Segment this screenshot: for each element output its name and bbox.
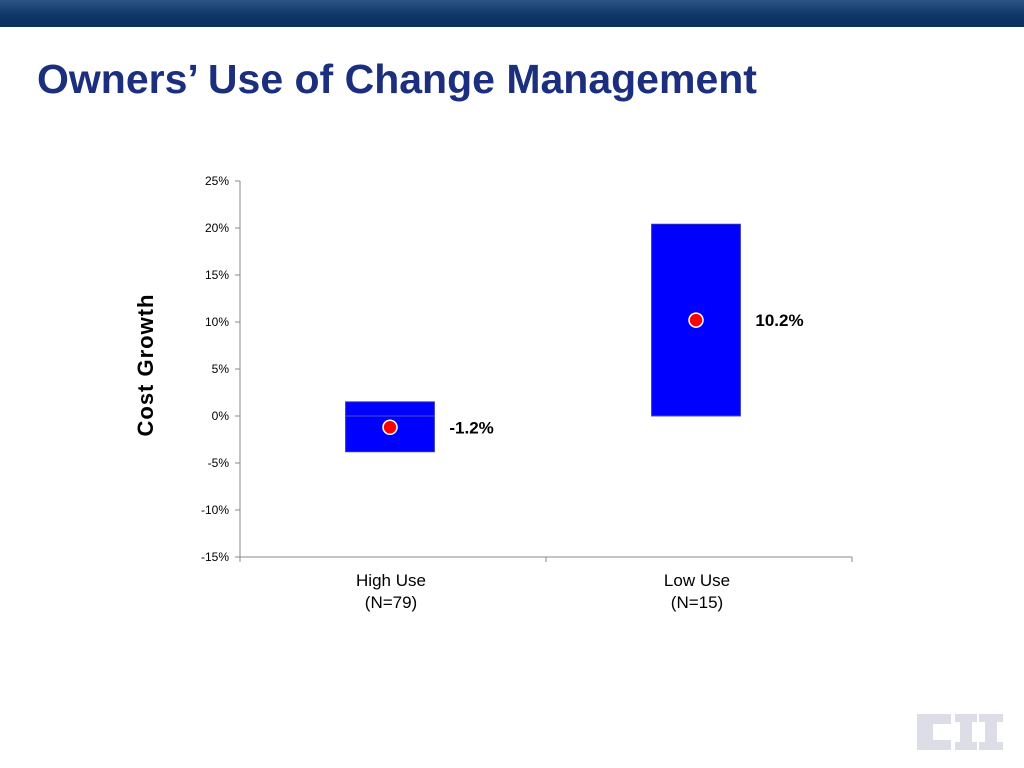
y-axis-title: Cost Growth bbox=[133, 294, 158, 437]
y-tick-label: 15% bbox=[205, 268, 229, 282]
x-category-count: (N=15) bbox=[671, 593, 723, 612]
y-tick-label: 5% bbox=[212, 362, 230, 376]
y-tick-label: 20% bbox=[205, 221, 229, 235]
y-tick-label: -10% bbox=[201, 503, 229, 517]
y-tick-label: -15% bbox=[201, 550, 229, 564]
data-label: 10.2% bbox=[755, 311, 803, 330]
y-tick-label: 10% bbox=[205, 315, 229, 329]
chart-axes: -15% -10% -5% 0% 5% 10% 15% 20% 25% High Use (N=79… bbox=[201, 174, 853, 612]
mean-point bbox=[382, 419, 398, 436]
x-category-count: (N=79) bbox=[365, 593, 417, 612]
slide-title: Owners’ Use of Change Management bbox=[37, 56, 757, 102]
chart-marks: -1.2% 10.2% bbox=[345, 223, 804, 453]
y-tick-label: 25% bbox=[205, 174, 229, 188]
y-tick-label: -5% bbox=[208, 456, 230, 470]
y-tick-label: 0% bbox=[212, 409, 230, 423]
cii-logo bbox=[917, 714, 1003, 750]
mean-point bbox=[688, 312, 704, 328]
top-banner bbox=[0, 0, 1024, 27]
x-category-label: Low Use bbox=[664, 571, 730, 590]
data-label: -1.2% bbox=[449, 418, 493, 437]
x-category-label: High Use bbox=[356, 571, 426, 590]
